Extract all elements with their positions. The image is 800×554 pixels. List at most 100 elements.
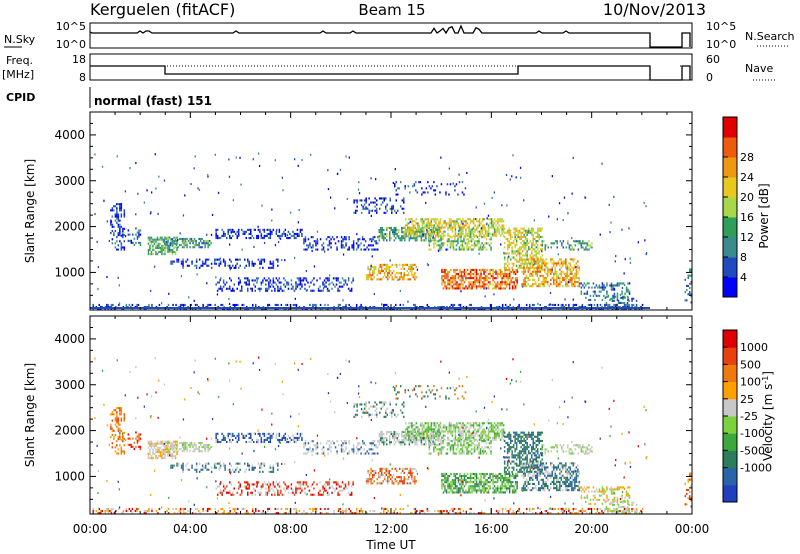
velocity-cell [343,442,346,445]
power-cell [376,274,378,277]
power-cell [471,220,473,223]
power-cell [483,202,486,205]
velocity-cell [398,433,400,436]
power-cell [632,303,635,306]
velocity-cell [447,426,449,429]
power-cell [612,294,614,297]
power-cell [266,234,269,237]
power-cell [98,308,100,310]
power-cell [487,277,490,280]
velocity-cell [174,457,177,460]
velocity-cell [150,444,153,447]
power-cell [502,273,505,276]
velocity-cell [149,450,151,453]
power-cell [566,264,569,267]
power-cell [574,285,576,288]
velocity-cell [236,466,238,469]
power-cell [538,283,540,286]
power-cell [586,290,589,293]
power-cell [378,267,380,270]
power-cell [509,242,512,245]
velocity-cell [378,439,380,442]
velocity-cell [456,422,458,425]
velocity-cell [153,442,156,445]
power-cell [463,236,465,239]
velocity-cell [493,430,496,433]
velocity-cell [450,430,452,433]
power-cell [524,283,526,286]
power-cell [687,284,689,287]
power-cell [301,308,304,310]
power-cell [512,240,515,243]
power-cell [439,222,442,225]
power-cell [215,228,217,231]
power-cell [465,222,467,225]
velocity-cell [130,445,133,448]
power-cell [479,308,481,310]
power-cell [448,281,451,284]
power-cell [445,287,448,290]
power-cell [486,283,488,286]
velocity-cell [221,438,223,441]
power-cell [559,283,561,286]
power-cell [304,240,307,243]
power-cell [645,253,647,256]
power-cell [444,226,446,229]
power-cell [354,199,357,202]
power-cell [563,260,566,263]
velocity-cell [386,437,388,440]
velocity-cell [182,462,184,465]
power-cell [508,244,510,247]
power-cell [415,230,418,233]
power-cell [477,281,479,284]
velocity-cell [120,448,123,451]
power-cell [534,244,536,247]
power-cell [499,218,502,221]
power-cell [469,232,472,235]
power-cell [469,236,471,239]
power-cell [457,242,459,245]
velocity-cell [268,436,270,439]
power-cell [489,222,491,225]
velocity-cell [257,462,260,465]
power-cell [402,303,404,306]
power-cell [253,283,255,286]
power-cell [458,248,461,251]
velocity-cell [480,426,482,429]
velocity-cell [478,434,481,437]
power-cell [540,266,542,269]
power-cell [414,230,416,233]
power-cell [360,204,363,207]
power-cell [343,236,346,239]
power-cell [532,262,534,265]
power-cell [170,238,172,241]
velocity-cell [342,444,344,447]
velocity-cell [224,466,226,469]
power-cell [507,273,509,276]
power-cell [441,268,443,271]
velocity-cell [395,433,397,436]
power-cell [537,252,539,255]
power-cell [310,308,313,310]
power-cell [454,224,457,227]
power-cell [186,258,189,261]
power-cell [173,242,175,245]
power-cell [298,283,300,286]
power-cell [577,276,579,279]
power-cell [465,220,467,223]
velocity-cell [432,436,434,439]
power-cell [425,201,427,204]
power-cell [421,193,423,196]
power-cell [460,228,463,231]
power-cell [260,283,263,286]
velocity-cell [405,439,407,442]
power-cell [400,267,402,270]
power-cell [384,263,386,266]
power-cell [420,218,422,221]
power-cell [376,203,378,206]
power-cell [553,276,555,279]
velocity-cell [156,457,159,460]
power-cell [589,303,591,306]
velocity-cell [449,440,452,443]
velocity-cell [364,452,367,455]
